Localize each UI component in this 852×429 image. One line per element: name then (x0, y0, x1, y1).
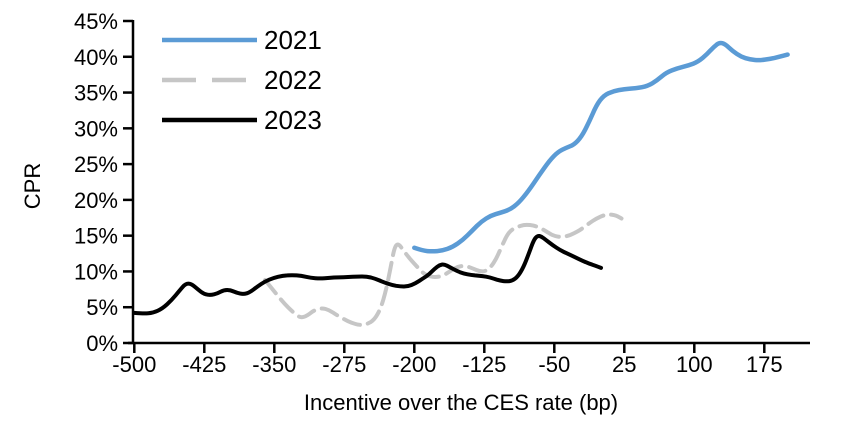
y-tick-label: 45% (74, 9, 118, 34)
y-tick-label: 30% (74, 116, 118, 141)
y-tick-label: 25% (74, 152, 118, 177)
series-line-2022 (263, 212, 624, 327)
y-axis-title: CPR (20, 162, 45, 210)
series-line-2021 (412, 40, 790, 254)
y-tick-label: 0% (86, 331, 118, 356)
y-tick-label: 35% (74, 81, 118, 106)
x-axis-title: Incentive over the CES rate (bp) (303, 390, 619, 415)
y-tick-label: 20% (74, 188, 118, 213)
x-tick-label: -125 (462, 352, 506, 377)
x-tick-label: 25 (612, 352, 636, 377)
x-tick-label: -275 (322, 352, 366, 377)
x-tick-label: 175 (746, 352, 783, 377)
legend-label-2023: 2023 (264, 105, 322, 135)
x-tick-label: -425 (182, 352, 226, 377)
legend-label-2022: 2022 (264, 65, 322, 95)
x-tick-label: 100 (676, 352, 713, 377)
y-tick-label: 40% (74, 45, 118, 70)
x-tick-label: -200 (392, 352, 436, 377)
y-tick-label: 5% (86, 295, 118, 320)
y-tick-label: 10% (74, 259, 118, 284)
y-tick-label: 15% (74, 224, 118, 249)
x-tick-label: -50 (538, 352, 570, 377)
legend-label-2021: 2021 (264, 25, 322, 55)
x-tick-label: -350 (252, 352, 296, 377)
series-line-2023 (132, 233, 603, 316)
x-tick-label: -500 (112, 352, 156, 377)
